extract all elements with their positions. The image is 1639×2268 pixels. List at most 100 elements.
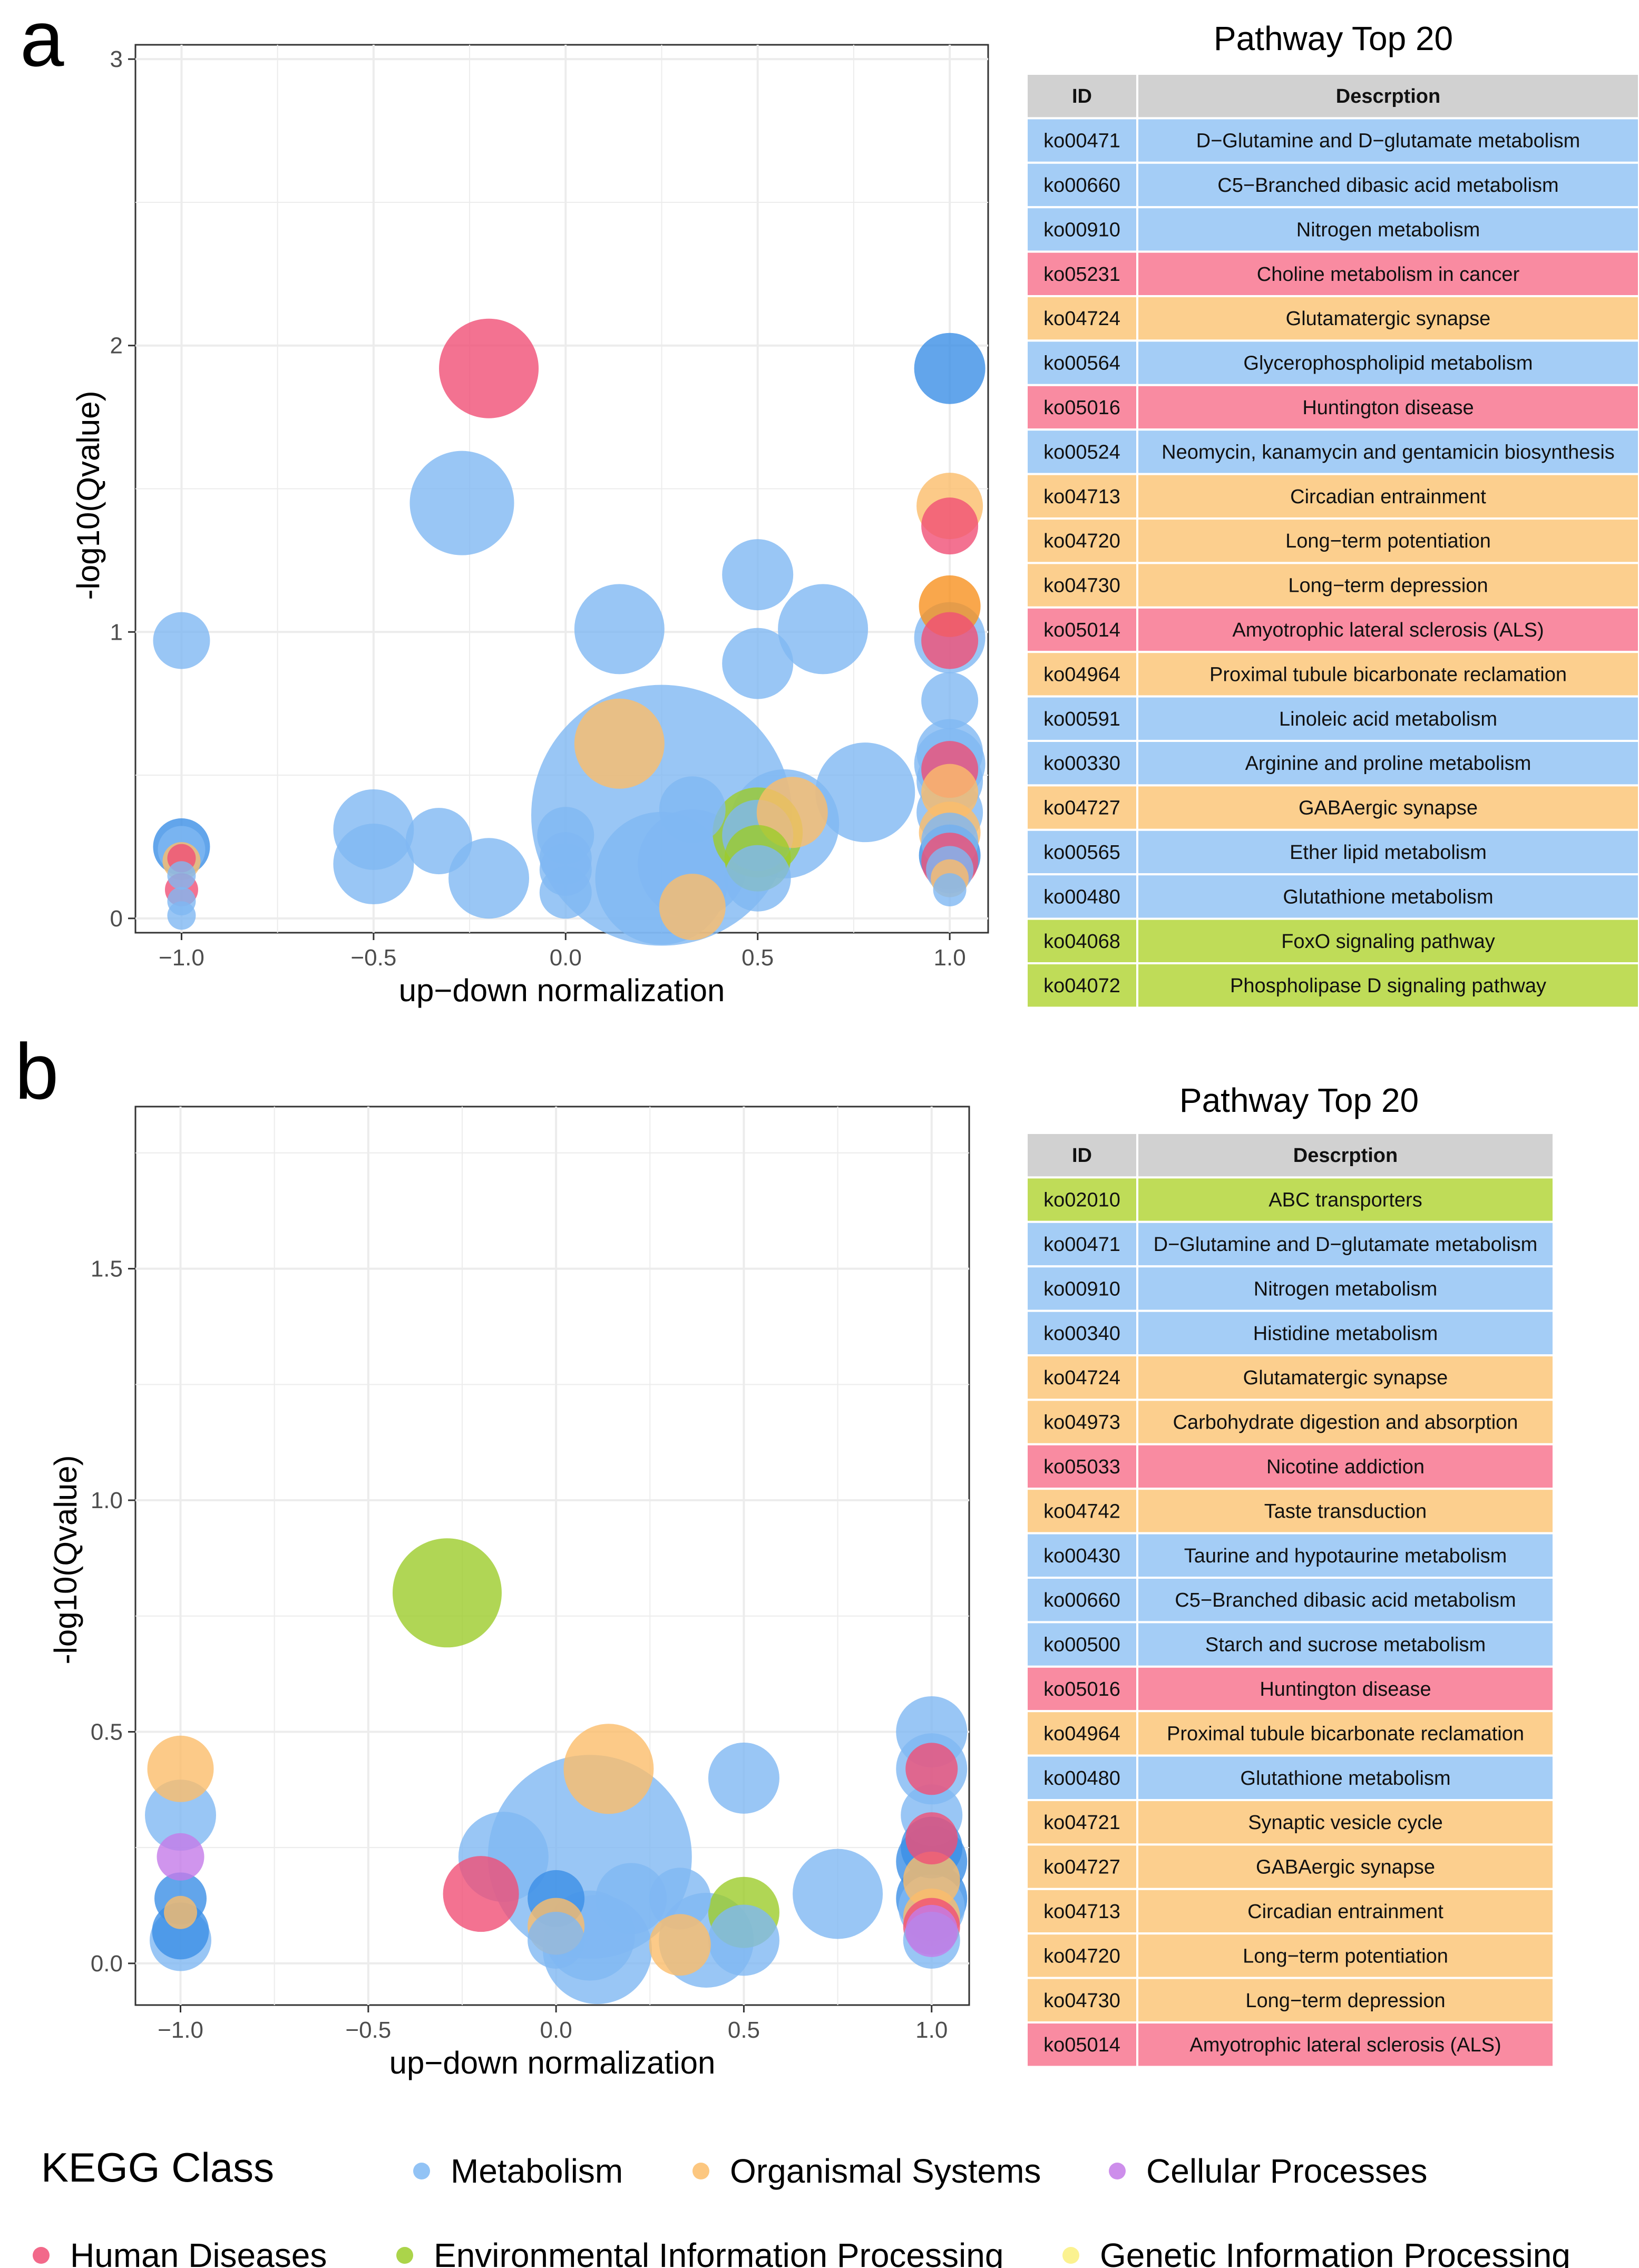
- table-row: [1026, 2021, 1555, 2068]
- table-row: [1026, 428, 1639, 475]
- y-tick-label: 0.5: [91, 1719, 123, 1745]
- plot-a-x-axis-title: up−down normalization: [399, 973, 725, 1008]
- table-cell-description: Nitrogen metabolism: [1296, 219, 1480, 241]
- data-point: [905, 1743, 958, 1795]
- table-cell-description: ABC transporters: [1269, 1189, 1422, 1211]
- table-cell-description: Nitrogen metabolism: [1254, 1278, 1437, 1300]
- table-row: [1026, 295, 1639, 342]
- table-cell-description: Glycerophospholipid metabolism: [1243, 353, 1533, 375]
- table-cell-id: ko04072: [1043, 975, 1120, 997]
- plot-b-x-ticks: −1.0 −0.5 0.0 0.5 1.0: [158, 2005, 948, 2043]
- table-cell-id: ko00660: [1043, 174, 1120, 197]
- table-cell-description: Carbohydrate digestion and absorption: [1173, 1412, 1518, 1434]
- panel-letter-a: a: [20, 0, 64, 83]
- table-row: [1026, 873, 1639, 920]
- data-point: [405, 808, 472, 875]
- legend-swatch: [1062, 2247, 1079, 2264]
- table-cell-description: Phospholipase D signaling pathway: [1230, 975, 1546, 997]
- table-cell-description: FoxO signaling pathway: [1281, 931, 1495, 953]
- scatter-plot-b: −1.0 −0.5 0.0 0.5 1.0 0.0 0.5 1.0 1.5 up−down n…: [48, 1106, 970, 2080]
- data-point: [528, 1911, 585, 1969]
- legend-swatch: [1109, 2163, 1126, 2179]
- table-cell-description: Proximal tubule bicarbonate reclamation: [1209, 663, 1567, 686]
- table-row: [1026, 384, 1639, 431]
- table-row: [1026, 1977, 1555, 2024]
- table-cell-description: Synaptic vesicle cycle: [1248, 1812, 1443, 1834]
- table-row: [1026, 962, 1639, 1009]
- y-tick-label: 1: [110, 619, 123, 645]
- x-tick-label: 0.0: [550, 945, 582, 971]
- y-tick-label: 1.0: [91, 1488, 123, 1513]
- data-point: [722, 628, 794, 699]
- data-point: [659, 874, 726, 941]
- plot-b-x-axis-title: up−down normalization: [389, 2045, 716, 2080]
- table-row: [1026, 161, 1639, 209]
- table-cell-id: ko00524: [1043, 441, 1120, 463]
- data-point: [443, 1856, 519, 1932]
- table-cell-description: C5−Branched dibasic acid metabolism: [1175, 1589, 1516, 1611]
- data-point: [157, 1833, 204, 1881]
- data-point: [921, 497, 979, 555]
- plot-b-points: [145, 1538, 968, 2005]
- table-header-id: ID: [1072, 1145, 1092, 1167]
- data-point: [333, 824, 414, 905]
- table-cell-id: ko05016: [1043, 1678, 1120, 1700]
- table-cell-description: Proximal tubule bicarbonate reclamation: [1167, 1723, 1524, 1745]
- table-cell-id: ko00330: [1043, 752, 1120, 775]
- table-cell-description: Choline metabolism in cancer: [1257, 263, 1520, 286]
- table-row: [1026, 1354, 1555, 1401]
- y-tick-label: 2: [110, 333, 123, 359]
- legend-label: Cellular Processes: [1146, 2152, 1428, 2190]
- legend-swatch: [396, 2247, 413, 2264]
- data-point: [167, 901, 196, 930]
- x-tick-label: 0.5: [742, 945, 774, 971]
- data-point: [659, 776, 726, 843]
- scatter-plot-a: −1.0 −0.5 0.0 0.5 1.0 0 1 2 3 up−down normaliza…: [71, 44, 989, 1008]
- table-row: [1026, 250, 1639, 298]
- table-cell-id: ko00430: [1043, 1545, 1120, 1567]
- table-cell-description: Circadian entrainment: [1290, 486, 1486, 508]
- x-tick-label: −1.0: [158, 2017, 203, 2043]
- table-cell-id: ko04724: [1043, 1367, 1120, 1389]
- table-cell-description: Taste transduction: [1264, 1500, 1427, 1522]
- legend-label: Human Diseases: [70, 2236, 327, 2268]
- table-cell-id: ko05014: [1043, 619, 1120, 641]
- data-point: [724, 845, 791, 912]
- table-cell-id: ko04964: [1043, 1723, 1120, 1745]
- legend-swatch: [692, 2163, 709, 2179]
- table-cell-id: ko00340: [1043, 1323, 1120, 1345]
- table-cell-id: ko00910: [1043, 1278, 1120, 1300]
- table-cell-id: ko00471: [1043, 1234, 1120, 1256]
- plot-a-x-ticks: −1.0 −0.5 0.0 0.5 1.0: [159, 933, 966, 971]
- data-point: [649, 1914, 711, 1976]
- table-a-title: Pathway Top 20: [1214, 19, 1453, 57]
- table-cell-description: Glutathione metabolism: [1240, 1767, 1450, 1790]
- data-point: [649, 1868, 711, 1930]
- table-cell-description: Long−term potentiation: [1285, 530, 1491, 552]
- table-row: [1026, 651, 1639, 698]
- table-cell-description: Arginine and proline metabolism: [1245, 752, 1531, 775]
- table-row: [1026, 784, 1639, 831]
- legend-label: Organismal Systems: [730, 2152, 1041, 2190]
- table-row: [1026, 1665, 1555, 1713]
- plot-b-y-ticks: 0.0 0.5 1.0 1.5: [91, 1256, 135, 1977]
- table-cell-id: ko05016: [1043, 397, 1120, 419]
- table-cell-description: Long−term depression: [1245, 1990, 1445, 2012]
- table-cell-description: Glutathione metabolism: [1283, 886, 1493, 908]
- table-cell-id: ko04713: [1043, 486, 1120, 508]
- table-cell-id: ko04724: [1043, 308, 1120, 330]
- plot-a-points: [153, 318, 986, 946]
- table-cell-description: Long−term potentiation: [1243, 1945, 1448, 1967]
- pathway-table-a: Pathway Top 20 ID Descrption ko00471 D−Glut…: [1026, 19, 1639, 1009]
- table-header-description: Descrption: [1293, 1145, 1398, 1167]
- data-point: [793, 1849, 883, 1939]
- legend-label: Metabolism: [451, 2152, 623, 2190]
- table-header-row: [1026, 1132, 1555, 1179]
- table-row: [1026, 517, 1639, 564]
- data-point: [921, 764, 979, 821]
- y-tick-label: 1.5: [91, 1256, 123, 1282]
- data-point: [145, 1780, 217, 1851]
- data-point: [409, 451, 514, 555]
- table-cell-description: Amyotrophic lateral sclerosis (ALS): [1189, 2034, 1501, 2056]
- table-header-description: Descrption: [1336, 85, 1440, 107]
